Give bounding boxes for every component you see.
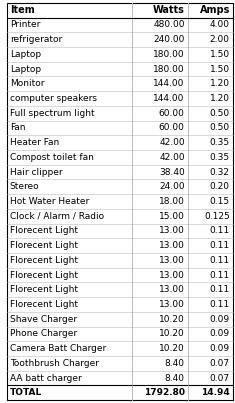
Text: Heater Fan: Heater Fan bbox=[10, 138, 59, 147]
Text: 1.50: 1.50 bbox=[210, 50, 230, 59]
Text: 0.07: 0.07 bbox=[210, 374, 230, 382]
Text: AA batt charger: AA batt charger bbox=[10, 374, 82, 382]
Text: Watts: Watts bbox=[153, 5, 185, 15]
Text: Florecent Light: Florecent Light bbox=[10, 256, 78, 265]
Text: Full spectrum light: Full spectrum light bbox=[10, 109, 94, 118]
Text: 42.00: 42.00 bbox=[159, 153, 185, 162]
Text: 144.00: 144.00 bbox=[153, 94, 185, 103]
Text: 13.00: 13.00 bbox=[159, 270, 185, 280]
Text: 144.00: 144.00 bbox=[153, 79, 185, 88]
Text: refrigerator: refrigerator bbox=[10, 35, 62, 44]
Text: 180.00: 180.00 bbox=[153, 64, 185, 73]
Text: 4.00: 4.00 bbox=[210, 21, 230, 29]
Text: 42.00: 42.00 bbox=[159, 138, 185, 147]
Text: 1792.80: 1792.80 bbox=[144, 388, 185, 397]
Text: 15.00: 15.00 bbox=[159, 212, 185, 221]
Text: 480.00: 480.00 bbox=[153, 21, 185, 29]
Text: 0.11: 0.11 bbox=[210, 300, 230, 309]
Text: Toothbrush Charger: Toothbrush Charger bbox=[10, 359, 99, 368]
Text: 0.09: 0.09 bbox=[210, 330, 230, 339]
Text: 13.00: 13.00 bbox=[159, 285, 185, 294]
Text: 13.00: 13.00 bbox=[159, 300, 185, 309]
Text: 180.00: 180.00 bbox=[153, 50, 185, 59]
Text: 24.00: 24.00 bbox=[159, 182, 185, 191]
Text: Compost toilet fan: Compost toilet fan bbox=[10, 153, 94, 162]
Text: Stereo: Stereo bbox=[10, 182, 39, 191]
Text: 14.94: 14.94 bbox=[201, 388, 230, 397]
Text: Monitor: Monitor bbox=[10, 79, 44, 88]
Text: TOTAL: TOTAL bbox=[10, 388, 42, 397]
Text: 0.35: 0.35 bbox=[210, 153, 230, 162]
Text: computer speakers: computer speakers bbox=[10, 94, 97, 103]
Text: 13.00: 13.00 bbox=[159, 241, 185, 250]
Text: 0.11: 0.11 bbox=[210, 270, 230, 280]
Text: 0.11: 0.11 bbox=[210, 285, 230, 294]
Text: 1.20: 1.20 bbox=[210, 79, 230, 88]
Text: Camera Batt Charger: Camera Batt Charger bbox=[10, 344, 106, 353]
Text: Item: Item bbox=[10, 5, 35, 15]
Text: Florecent Light: Florecent Light bbox=[10, 226, 78, 235]
Text: 0.50: 0.50 bbox=[210, 109, 230, 118]
Text: 0.15: 0.15 bbox=[210, 197, 230, 206]
Text: Fan: Fan bbox=[10, 123, 25, 133]
Text: Florecent Light: Florecent Light bbox=[10, 241, 78, 250]
Text: Florecent Light: Florecent Light bbox=[10, 270, 78, 280]
Text: 1.20: 1.20 bbox=[210, 94, 230, 103]
Text: 0.07: 0.07 bbox=[210, 359, 230, 368]
Text: 0.09: 0.09 bbox=[210, 315, 230, 324]
Text: Shave Charger: Shave Charger bbox=[10, 315, 77, 324]
Text: Hair clipper: Hair clipper bbox=[10, 168, 63, 177]
Text: Laptop: Laptop bbox=[10, 50, 41, 59]
Text: 60.00: 60.00 bbox=[159, 109, 185, 118]
Text: 8.40: 8.40 bbox=[165, 374, 185, 382]
Text: Florecent Light: Florecent Light bbox=[10, 285, 78, 294]
Text: 0.35: 0.35 bbox=[210, 138, 230, 147]
Text: Florecent Light: Florecent Light bbox=[10, 300, 78, 309]
Text: 10.20: 10.20 bbox=[159, 344, 185, 353]
Text: 0.09: 0.09 bbox=[210, 344, 230, 353]
Text: Hot Water Heater: Hot Water Heater bbox=[10, 197, 89, 206]
Text: 10.20: 10.20 bbox=[159, 315, 185, 324]
Text: Printer: Printer bbox=[10, 21, 40, 29]
Text: 8.40: 8.40 bbox=[165, 359, 185, 368]
Text: Clock / Alarm / Radio: Clock / Alarm / Radio bbox=[10, 212, 104, 221]
Text: 0.50: 0.50 bbox=[210, 123, 230, 133]
Text: 0.11: 0.11 bbox=[210, 256, 230, 265]
Text: 10.20: 10.20 bbox=[159, 330, 185, 339]
Text: 0.32: 0.32 bbox=[210, 168, 230, 177]
Text: 0.11: 0.11 bbox=[210, 241, 230, 250]
Text: 0.20: 0.20 bbox=[210, 182, 230, 191]
Text: 2.00: 2.00 bbox=[210, 35, 230, 44]
Text: 0.125: 0.125 bbox=[204, 212, 230, 221]
Text: Laptop: Laptop bbox=[10, 64, 41, 73]
Text: Amps: Amps bbox=[200, 5, 230, 15]
Text: 18.00: 18.00 bbox=[159, 197, 185, 206]
Text: 13.00: 13.00 bbox=[159, 256, 185, 265]
Text: 240.00: 240.00 bbox=[153, 35, 185, 44]
Text: 13.00: 13.00 bbox=[159, 226, 185, 235]
Text: 0.11: 0.11 bbox=[210, 226, 230, 235]
Text: 38.40: 38.40 bbox=[159, 168, 185, 177]
Text: Phone Charger: Phone Charger bbox=[10, 330, 77, 339]
Text: 1.50: 1.50 bbox=[210, 64, 230, 73]
Text: 60.00: 60.00 bbox=[159, 123, 185, 133]
